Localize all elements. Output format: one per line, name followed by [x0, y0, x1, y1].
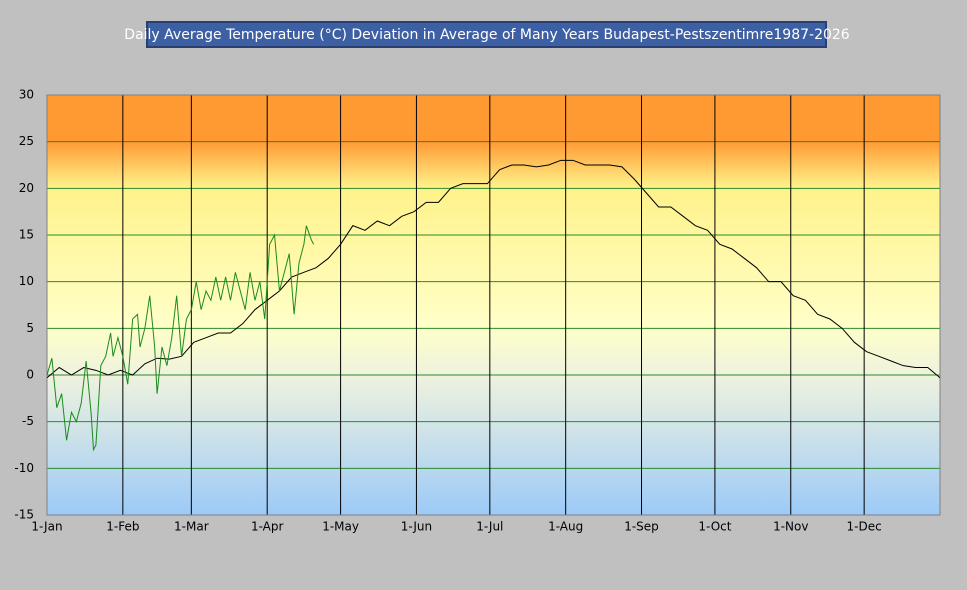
x-tick-label: 1-Oct — [698, 520, 731, 534]
x-tick-label: 1-Feb — [106, 520, 139, 534]
plot-area — [47, 95, 940, 515]
x-tick-label: 1-Dec — [847, 520, 882, 534]
title-box — [146, 21, 827, 48]
x-tick-label: 1-Mar — [174, 520, 209, 534]
y-tick-label: 20 — [19, 181, 34, 195]
x-tick-label: 1-May — [322, 520, 359, 534]
series-line — [46, 159, 941, 379]
series-line — [46, 225, 315, 452]
y-tick-label: -15 — [14, 508, 34, 522]
y-tick-label: -10 — [14, 461, 34, 475]
y-tick-label: 25 — [19, 134, 34, 148]
y-tick-label: 0 — [26, 368, 34, 382]
y-tick-label: 10 — [19, 274, 34, 288]
y-tick-label: -5 — [22, 414, 34, 428]
y-tick-label: 5 — [26, 321, 34, 335]
x-tick-label: 1-Nov — [773, 520, 808, 534]
x-tick-label: 1-Aug — [548, 520, 583, 534]
chart-title: Daily Average Temperature (°C) Deviation… — [124, 27, 849, 43]
x-tick-label: 1-Jul — [476, 520, 503, 534]
plot-border — [46, 94, 941, 516]
x-tick-label: 1-Jan — [31, 520, 62, 534]
x-tick-label: 1-Jun — [401, 520, 432, 534]
x-tick-label: 1-Sep — [624, 520, 659, 534]
y-tick-label: 30 — [19, 88, 34, 102]
y-tick-label: 15 — [19, 228, 34, 242]
x-tick-label: 1-Apr — [251, 520, 284, 534]
